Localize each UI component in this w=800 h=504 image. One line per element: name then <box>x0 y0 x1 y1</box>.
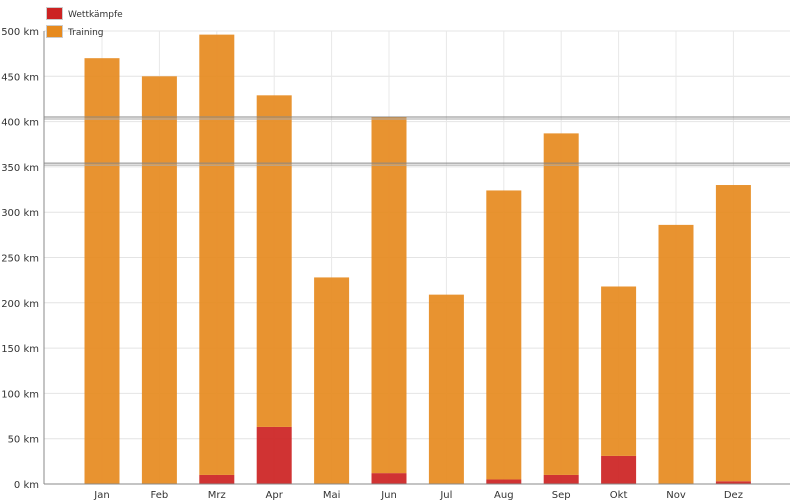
y-tick-label: 150 km <box>1 344 39 355</box>
axes: 0 km 50 km 100 km 150 km 200 km 250 km 300 km 3… <box>1 27 790 501</box>
bar-wettkämpfe <box>601 455 637 484</box>
bar-training <box>601 286 637 456</box>
reference-lines <box>44 116 790 166</box>
legend: Wettkämpfe Training <box>46 7 123 38</box>
x-tick-label: Nov <box>666 490 686 500</box>
bar-wettkämpfe <box>486 479 522 484</box>
x-tick-label: Jul <box>439 490 452 500</box>
y-tick-label: 50 km <box>8 435 39 446</box>
y-tick-label: 0 km <box>14 480 39 491</box>
bar-wettkämpfe <box>543 474 579 484</box>
bar-wettkämpfe <box>371 473 407 484</box>
bar-wettkämpfe <box>715 481 751 484</box>
x-tick-label: Jun <box>380 490 397 500</box>
x-tick-label: Dez <box>724 490 743 500</box>
x-tick-label: Feb <box>151 490 169 500</box>
bar-training <box>428 294 464 484</box>
y-tick-label: 400 km <box>1 118 39 129</box>
bar-training <box>199 34 235 475</box>
legend-label: Wettkämpfe <box>68 10 123 20</box>
bar-training <box>84 58 120 485</box>
legend-swatch <box>46 25 63 38</box>
x-tick-label: Okt <box>610 490 628 500</box>
bar-training <box>371 117 407 474</box>
bar-training <box>486 190 522 480</box>
bar-training <box>715 185 751 482</box>
bar-training <box>658 224 694 484</box>
y-tick-label: 100 km <box>1 389 39 400</box>
x-tick-label: Sep <box>552 490 571 500</box>
bar-training <box>314 277 350 484</box>
y-tick-label: 450 km <box>1 72 39 83</box>
x-tick-label: Jan <box>93 490 109 500</box>
legend-label: Training <box>67 28 104 38</box>
y-tick-label: 500 km <box>1 27 39 38</box>
x-tick-label: Apr <box>266 490 284 500</box>
bar-training <box>141 76 177 485</box>
y-tick-label: 200 km <box>1 299 39 310</box>
y-tick-label: 250 km <box>1 254 39 265</box>
bar-wettkämpfe <box>199 474 235 484</box>
x-tick-label: Mai <box>323 490 341 500</box>
bars <box>84 34 751 485</box>
bar-training <box>256 95 292 427</box>
legend-swatch <box>46 7 63 20</box>
x-tick-label: Mrz <box>208 490 226 500</box>
y-tick-label: 350 km <box>1 163 39 174</box>
bar-training <box>543 133 579 475</box>
x-tick-label: Aug <box>494 490 514 500</box>
y-tick-label: 300 km <box>1 208 39 219</box>
bar-wettkämpfe <box>256 426 292 484</box>
